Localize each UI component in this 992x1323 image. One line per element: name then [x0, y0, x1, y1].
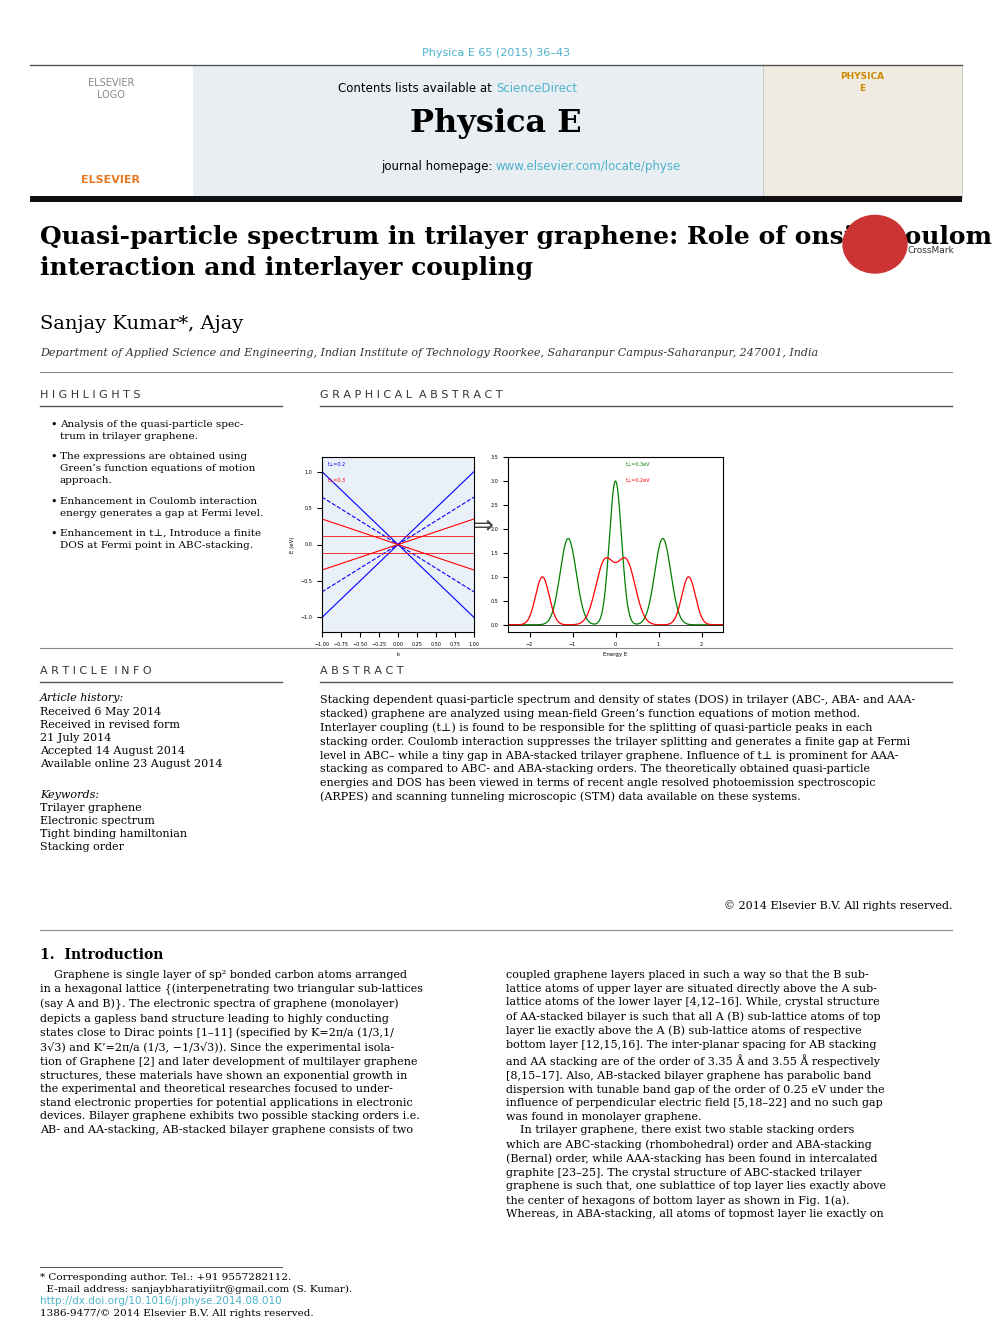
- Text: •: •: [50, 419, 57, 430]
- Circle shape: [843, 216, 907, 273]
- Text: PHYSICA: PHYSICA: [840, 71, 884, 81]
- Text: www.elsevier.com/locate/physe: www.elsevier.com/locate/physe: [496, 160, 682, 173]
- Text: Accepted 14 August 2014: Accepted 14 August 2014: [40, 746, 186, 755]
- Text: Available online 23 August 2014: Available online 23 August 2014: [40, 759, 222, 769]
- Text: ELSEVIER: ELSEVIER: [81, 175, 141, 185]
- Text: •: •: [50, 497, 57, 507]
- Text: A R T I C L E  I N F O: A R T I C L E I N F O: [40, 665, 152, 676]
- Text: t⊥=0.3eV: t⊥=0.3eV: [626, 462, 651, 467]
- Text: Sanjay Kumar*, Ajay: Sanjay Kumar*, Ajay: [40, 315, 243, 333]
- Bar: [30, 65, 193, 198]
- Text: Stacking order: Stacking order: [40, 841, 124, 852]
- Text: Keywords:: Keywords:: [40, 790, 99, 800]
- Text: Trilayer graphene: Trilayer graphene: [40, 803, 142, 814]
- X-axis label: k: k: [397, 652, 400, 658]
- Text: H I G H L I G H T S: H I G H L I G H T S: [40, 390, 141, 400]
- Text: Article history:: Article history:: [40, 693, 124, 703]
- Text: 21 July 2014: 21 July 2014: [40, 733, 111, 744]
- Text: * Corresponding author. Tel.: +91 9557282112.
  E-mail address: sanjaybharatiyii: * Corresponding author. Tel.: +91 955728…: [40, 1273, 352, 1294]
- Text: © 2014 Elsevier B.V. All rights reserved.: © 2014 Elsevier B.V. All rights reserved…: [723, 900, 952, 910]
- Bar: [30, 196, 962, 202]
- Text: Graphene is single layer of sp² bonded carbon atoms arranged
in a hexagonal latt: Graphene is single layer of sp² bonded c…: [40, 970, 423, 1135]
- Text: ScienceDirect: ScienceDirect: [496, 82, 577, 95]
- Text: t⊥=0.2eV: t⊥=0.2eV: [626, 478, 651, 483]
- Text: Received in revised form: Received in revised form: [40, 720, 180, 730]
- Text: Quasi-particle spectrum in trilayer graphene: Role of onsite coulomb
interaction: Quasi-particle spectrum in trilayer grap…: [40, 225, 992, 279]
- Bar: [763, 65, 962, 198]
- Text: ELSEVIER
LOGO: ELSEVIER LOGO: [88, 78, 134, 99]
- Text: Department of Applied Science and Engineering, Indian Institute of Technology Ro: Department of Applied Science and Engine…: [40, 348, 818, 359]
- Text: Enhancement in Coulomb interaction
energy generates a gap at Fermi level.: Enhancement in Coulomb interaction energ…: [60, 497, 263, 517]
- Text: Analysis of the quasi-particle spec-
trum in trilayer graphene.: Analysis of the quasi-particle spec- tru…: [60, 419, 243, 441]
- Text: E: E: [859, 83, 865, 93]
- Text: http://dx.doi.org/10.1016/j.physe.2014.08.010: http://dx.doi.org/10.1016/j.physe.2014.0…: [40, 1297, 282, 1306]
- Text: coupled graphene layers placed in such a way so that the B sub-
lattice atoms of: coupled graphene layers placed in such a…: [506, 970, 886, 1220]
- Bar: [30, 65, 763, 198]
- Text: Physica E 65 (2015) 36–43: Physica E 65 (2015) 36–43: [422, 48, 570, 58]
- Text: journal homepage:: journal homepage:: [381, 160, 496, 173]
- Text: •: •: [50, 452, 57, 462]
- X-axis label: Energy E: Energy E: [603, 652, 628, 658]
- Text: Physica E: Physica E: [410, 108, 582, 139]
- Text: •: •: [50, 529, 57, 538]
- Text: 1.  Introduction: 1. Introduction: [40, 949, 164, 962]
- Text: Tight binding hamiltonian: Tight binding hamiltonian: [40, 830, 187, 839]
- Y-axis label: E (eV): E (eV): [290, 536, 295, 553]
- Text: Contents lists available at: Contents lists available at: [338, 82, 496, 95]
- Text: ⇒: ⇒: [472, 513, 493, 537]
- Text: A B S T R A C T: A B S T R A C T: [320, 665, 404, 676]
- Text: The expressions are obtained using
Green’s function equations of motion
approach: The expressions are obtained using Green…: [60, 452, 255, 484]
- Text: Stacking dependent quasi-particle spectrum and density of states (DOS) in trilay: Stacking dependent quasi-particle spectr…: [320, 695, 916, 802]
- Text: Enhancement in t⊥, Introduce a finite
DOS at Fermi point in ABC-stacking.: Enhancement in t⊥, Introduce a finite DO…: [60, 529, 261, 550]
- Text: CrossMark: CrossMark: [908, 246, 954, 255]
- Text: t⊥=0.3: t⊥=0.3: [328, 478, 346, 483]
- Text: Received 6 May 2014: Received 6 May 2014: [40, 706, 162, 717]
- Text: 1386-9477/© 2014 Elsevier B.V. All rights reserved.: 1386-9477/© 2014 Elsevier B.V. All right…: [40, 1308, 313, 1318]
- Text: G R A P H I C A L  A B S T R A C T: G R A P H I C A L A B S T R A C T: [320, 390, 503, 400]
- Text: t⊥=0.2: t⊥=0.2: [328, 462, 346, 467]
- Text: Electronic spectrum: Electronic spectrum: [40, 816, 155, 826]
